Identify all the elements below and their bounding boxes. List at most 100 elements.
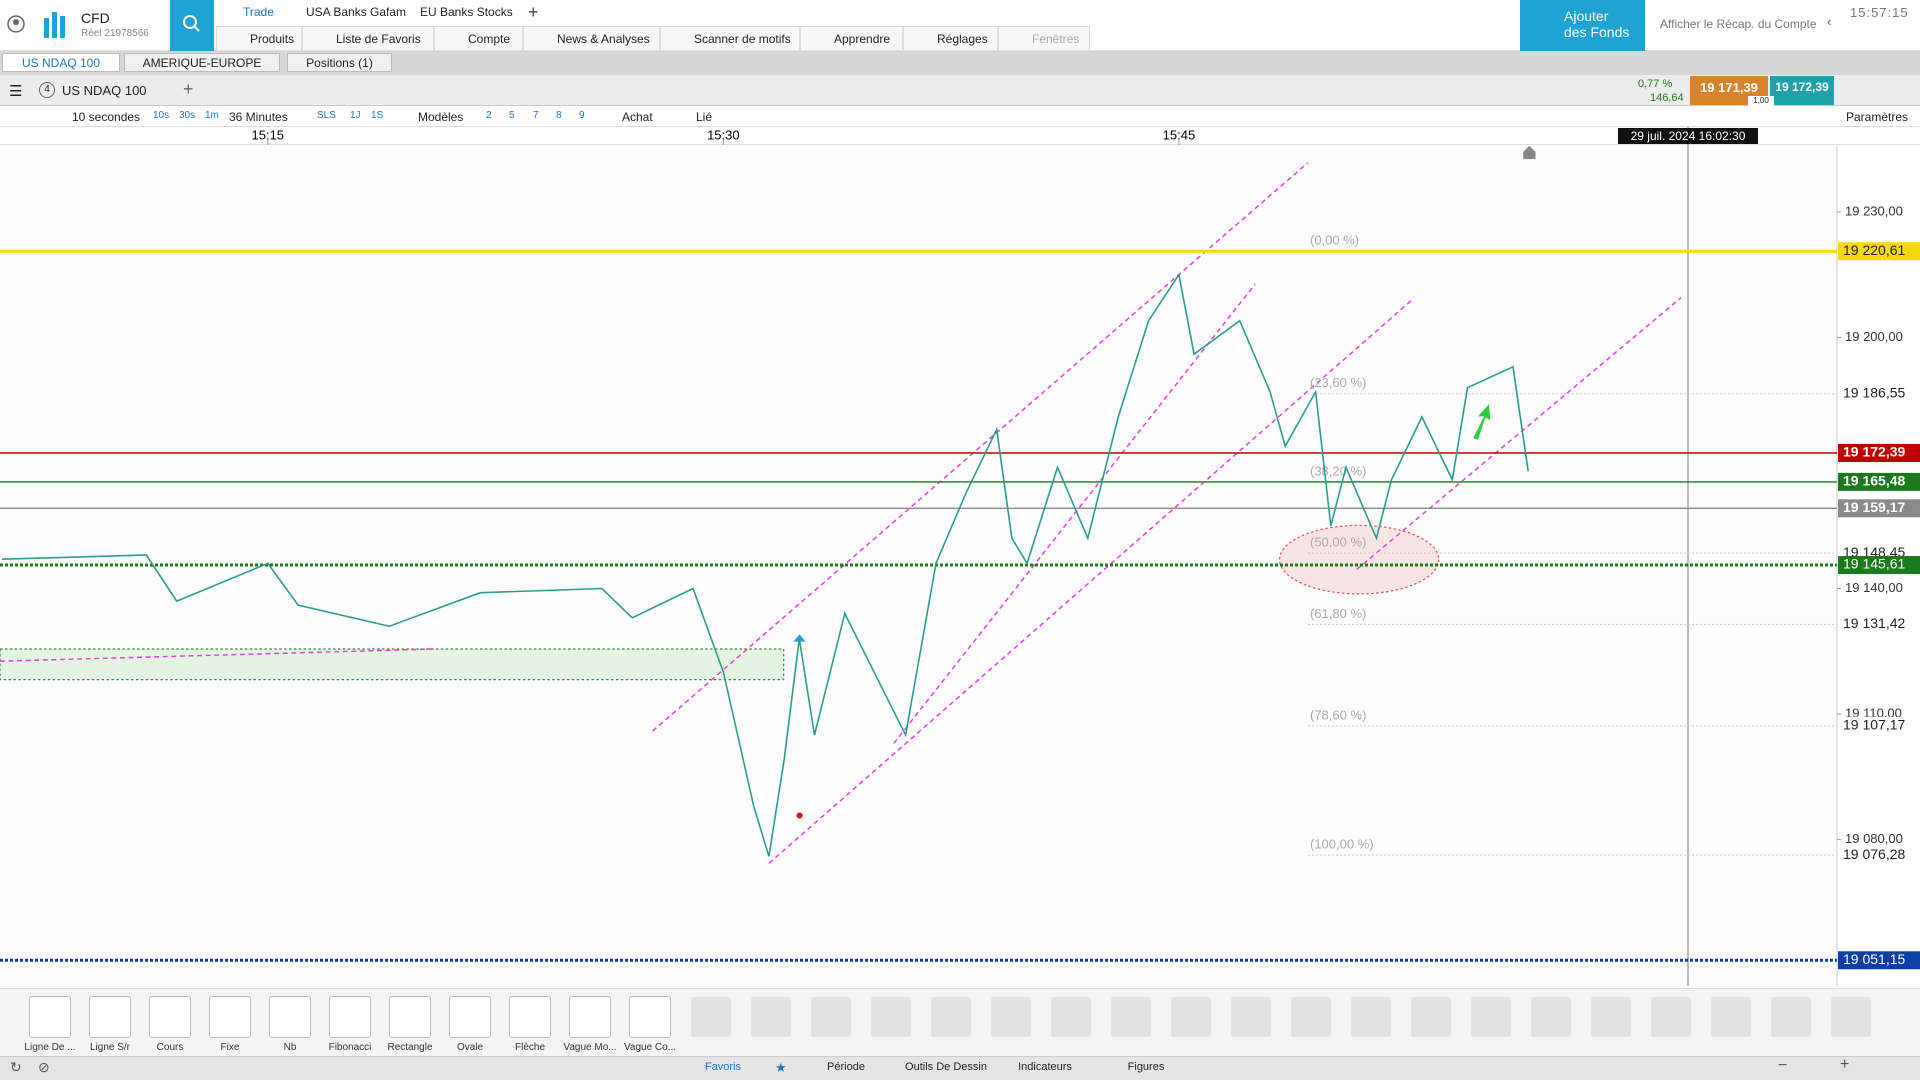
empty-slot[interactable] [1591, 997, 1631, 1037]
empty-slot[interactable] [1531, 997, 1571, 1037]
toolbar-item[interactable]: 10s [153, 110, 170, 121]
add-instrument[interactable]: + [183, 79, 194, 99]
top-tab[interactable]: USA Banks Gafam [306, 5, 407, 19]
price-level-tag [1838, 556, 1920, 575]
toolbar-item[interactable]: Paramètres [1846, 110, 1909, 124]
fib-label: (38,20 %) [1310, 463, 1366, 478]
toolbar-item[interactable]: 7 [533, 110, 539, 121]
menu-item[interactable] [302, 26, 434, 51]
empty-slot[interactable] [1051, 997, 1091, 1037]
menu-item[interactable] [903, 26, 998, 51]
menu-item[interactable] [660, 26, 800, 51]
empty-slot[interactable] [931, 997, 971, 1037]
y-tick-label: 19 080,00 [1845, 831, 1903, 846]
toolbar-item[interactable]: 10 secondes [72, 110, 141, 124]
search-button[interactable] [170, 0, 214, 51]
menu-item[interactable] [216, 26, 302, 51]
empty-slot[interactable] [1471, 997, 1511, 1037]
tool-button[interactable] [29, 996, 71, 1038]
avatar-icon[interactable] [6, 14, 26, 34]
tool-button[interactable] [89, 996, 131, 1038]
toolbar-item[interactable]: Achat [622, 110, 653, 124]
y-tick-label: 19 200,00 [1845, 329, 1903, 344]
empty-slot[interactable] [1291, 997, 1331, 1037]
empty-slot[interactable] [1771, 997, 1811, 1037]
add-funds-button[interactable]: Ajouter des Fonds [1520, 0, 1645, 51]
toolbar-item[interactable]: 1J [350, 110, 361, 121]
tool-label: Vague Co... [623, 1042, 677, 1053]
buy-price[interactable]: 19 172,39 [1770, 76, 1834, 105]
toolbar-item[interactable]: Lié [696, 110, 713, 124]
empty-slot[interactable] [1411, 997, 1451, 1037]
bottom-tab[interactable]: Période [827, 1061, 865, 1073]
menu-icon[interactable]: ☰ [9, 83, 23, 100]
bottom-tab[interactable]: Indicateurs [1018, 1061, 1072, 1073]
tool-button[interactable] [389, 996, 431, 1038]
empty-slot[interactable] [1351, 997, 1391, 1037]
menu-item[interactable] [800, 26, 903, 51]
price-level-label: 19 107,17 [1843, 717, 1905, 733]
top-tab[interactable]: Trade [243, 5, 274, 19]
toolbar-item[interactable]: 36 Minutes [229, 110, 288, 124]
account: Réel 21978566 [81, 28, 149, 39]
toolbar-item[interactable]: 2 [486, 110, 492, 121]
menu-item[interactable] [434, 26, 523, 51]
y-tick-label: 19 230,00 [1845, 203, 1903, 218]
empty-slot[interactable] [1711, 997, 1751, 1037]
toolbar-item[interactable]: 1S [371, 110, 384, 121]
tool-label: Ovale [456, 1042, 484, 1053]
zoom-out[interactable]: − [1778, 1057, 1788, 1074]
bottom-tab[interactable]: Outils De Dessin [905, 1061, 987, 1073]
tool-button[interactable] [629, 996, 671, 1038]
tool-button[interactable] [149, 996, 191, 1038]
menu-label: Produits [250, 32, 295, 46]
menu-item[interactable] [998, 26, 1090, 51]
empty-slot[interactable] [1111, 997, 1151, 1037]
workspace-tab[interactable] [124, 53, 280, 72]
empty-slot[interactable] [871, 997, 911, 1037]
toolbar-item[interactable]: 9 [579, 110, 585, 121]
alert-icon[interactable] [1523, 145, 1536, 160]
fib-label: (0,00 %) [1310, 233, 1359, 248]
empty-slot[interactable] [751, 997, 791, 1037]
cancel-button[interactable]: ⊘ [38, 1059, 50, 1075]
toolbar-item[interactable]: 30s [179, 110, 196, 121]
price-level-label: 19 186,55 [1843, 384, 1905, 400]
empty-slot[interactable] [691, 997, 731, 1037]
account-summary[interactable]: Afficher le Récap. du Compte [1660, 17, 1817, 31]
tool-button[interactable] [209, 996, 251, 1038]
add-tab[interactable]: + [528, 2, 539, 22]
instrument-name[interactable]: US NDAQ 100 [62, 83, 147, 98]
tool-label: Cours [156, 1042, 184, 1053]
toolbar-item[interactable]: 5 [509, 110, 515, 121]
workspace-tab[interactable] [287, 53, 392, 72]
tool-button[interactable] [329, 996, 371, 1038]
toolbar-item[interactable]: 1m [205, 110, 219, 121]
tool-button[interactable] [449, 996, 491, 1038]
empty-slot[interactable] [1651, 997, 1691, 1037]
tool-button[interactable] [269, 996, 311, 1038]
toolbar-item[interactable]: SLS [317, 110, 336, 121]
empty-slot[interactable] [1171, 997, 1211, 1037]
toolbar-item[interactable]: Modèles [418, 110, 464, 124]
favorite-star[interactable]: ★ [775, 1060, 787, 1075]
empty-slot[interactable] [811, 997, 851, 1037]
top-tab[interactable]: EU Banks Stocks [420, 5, 513, 19]
tool-button[interactable] [509, 996, 551, 1038]
workspace-tab[interactable] [2, 53, 120, 72]
menu-item[interactable] [523, 26, 660, 51]
fib-label: (78,60 %) [1310, 707, 1366, 722]
bottom-tab[interactable]: Figures [1127, 1061, 1165, 1073]
toolbar-item[interactable]: 8 [556, 110, 562, 121]
empty-slot[interactable] [1231, 997, 1271, 1037]
empty-slot[interactable] [991, 997, 1031, 1037]
bottom-tab[interactable]: Favoris [704, 1061, 742, 1073]
refresh-button[interactable]: ↻ [10, 1059, 22, 1075]
fib-label: (61,80 %) [1310, 606, 1366, 621]
arrow-marker [1473, 404, 1491, 440]
empty-slot[interactable] [1831, 997, 1871, 1037]
zoom-in[interactable]: + [1840, 1056, 1850, 1073]
tool-button[interactable] [569, 996, 611, 1038]
collapse-button[interactable]: ‹ [1827, 14, 1832, 29]
x-tick-label: 15:15 [252, 127, 285, 142]
